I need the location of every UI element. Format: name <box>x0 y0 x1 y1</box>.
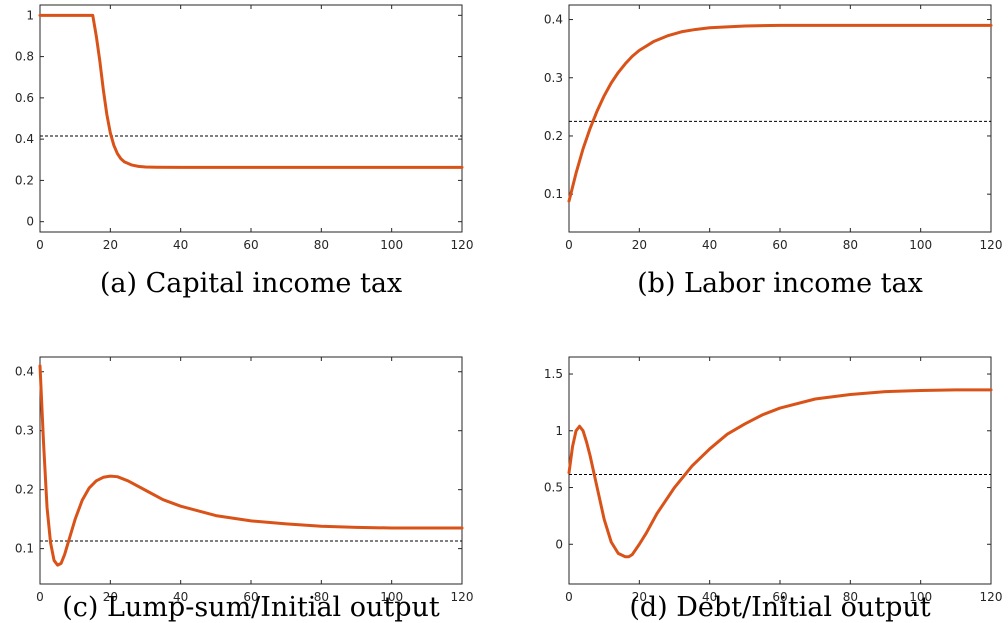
x-tick-label: 0 <box>565 590 573 604</box>
y-tick-label: 0.6 <box>15 91 34 105</box>
y-tick-label: 0.4 <box>544 13 563 27</box>
caption-lump-sum: (c) Lump-sum/Initial output <box>62 592 440 623</box>
y-tick-label: 0 <box>26 215 34 229</box>
x-tick-label: 120 <box>980 590 1003 604</box>
x-tick-label: 100 <box>380 590 403 604</box>
y-tick-label: 0 <box>555 537 563 551</box>
x-tick-label: 100 <box>909 590 932 604</box>
x-tick-label: 40 <box>173 238 188 252</box>
caption-capital-income-tax: (a) Capital income tax <box>100 268 402 299</box>
x-tick-label: 120 <box>451 238 474 252</box>
x-tick-label: 80 <box>843 238 858 252</box>
x-tick-label: 60 <box>243 590 258 604</box>
y-tick-label: 0.3 <box>15 424 34 438</box>
x-tick-label: 20 <box>632 238 647 252</box>
x-tick-label: 60 <box>772 238 787 252</box>
series-line-labor-income-tax <box>567 23 993 203</box>
x-tick-label: 0 <box>36 590 44 604</box>
x-tick-label: 80 <box>843 590 858 604</box>
y-tick-label: 0.8 <box>15 50 34 64</box>
y-tick-label: 0.4 <box>15 365 34 379</box>
x-tick-label: 80 <box>314 238 329 252</box>
panel-capital-income-tax: 0 20 40 60 80 100 120 0 0.2 0.4 0.6 0.8 1 (a) Capital… <box>15 4 474 299</box>
x-tick-label: 40 <box>702 590 717 604</box>
x-tick-label: 80 <box>314 590 329 604</box>
x-tick-label: 0 <box>36 238 44 252</box>
x-tick-label: 40 <box>173 590 188 604</box>
caption-debt: (d) Debt/Initial output <box>629 592 930 623</box>
x-tick-label: 20 <box>632 590 647 604</box>
panel-lump-sum: 0 20 40 60 80 100 120 0.1 0.2 0.3 0.4 (c) Lump-sum/… <box>15 356 474 623</box>
x-tick-label: 60 <box>243 238 258 252</box>
x-tick-label: 120 <box>980 238 1003 252</box>
y-tick-label: 1 <box>26 8 34 22</box>
x-tick-label: 20 <box>103 590 118 604</box>
y-tick-label: 0.2 <box>15 173 34 187</box>
y-tick-label: 1 <box>555 424 563 438</box>
x-tick-label: 120 <box>451 590 474 604</box>
x-tick-label: 60 <box>772 590 787 604</box>
series-line-capital-income-tax <box>38 13 464 169</box>
x-tick-label: 40 <box>702 238 717 252</box>
x-tick-label: 0 <box>565 238 573 252</box>
x-tick-label: 100 <box>380 238 403 252</box>
series-line-lump-sum <box>38 364 464 567</box>
y-tick-label: 1.5 <box>544 367 563 381</box>
axes-box <box>568 4 992 233</box>
y-tick-label: 0.2 <box>15 483 34 497</box>
y-tick-label: 0.3 <box>544 71 563 85</box>
panel-labor-income-tax: 0 20 40 60 80 100 120 0.1 0.2 0.3 0.4 (b) Labor inc… <box>544 4 1003 299</box>
axes-box <box>39 356 463 585</box>
y-tick-label: 0.1 <box>544 187 563 201</box>
y-tick-label: 0.4 <box>15 132 34 146</box>
x-tick-label: 20 <box>103 238 118 252</box>
series-line-debt <box>567 388 993 559</box>
y-tick-label: 0.2 <box>544 129 563 143</box>
y-tick-label: 0.5 <box>544 481 563 495</box>
y-tick-label: 0.1 <box>15 542 34 556</box>
caption-labor-income-tax: (b) Labor income tax <box>637 268 923 299</box>
axes-box <box>39 4 463 233</box>
panel-debt: 0 20 40 60 80 100 120 0 0.5 1 1.5 (d) Debt/Initial … <box>544 356 1003 623</box>
x-tick-label: 100 <box>909 238 932 252</box>
